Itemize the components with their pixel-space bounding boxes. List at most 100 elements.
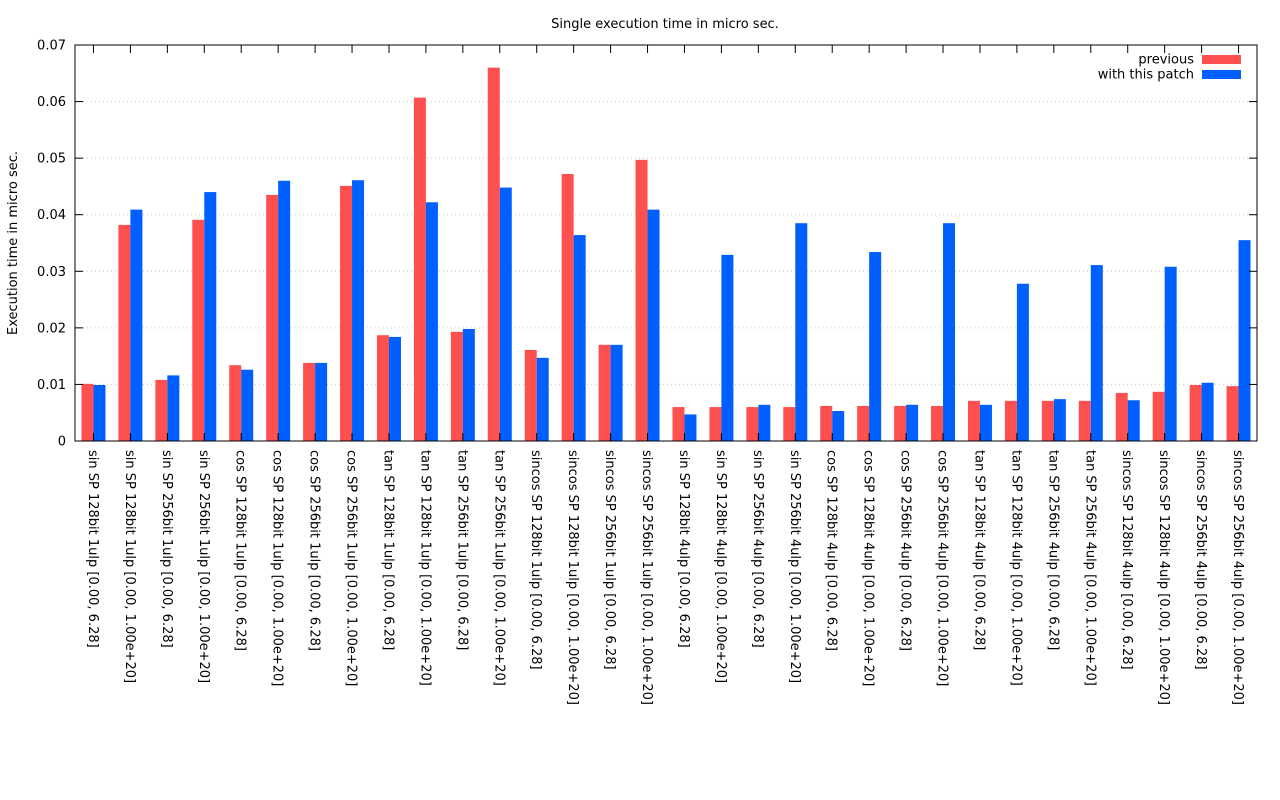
category-label: sincos SP 128bit 4ulp [0.00, 6.28] — [1119, 450, 1134, 670]
plot-frame — [74, 44, 1258, 442]
category-label: cos SP 128bit 4ulp [0.00, 1.00e+20] — [861, 450, 876, 686]
bar-with-this-patch — [721, 254, 734, 441]
category-label: sincos SP 128bit 1ulp [0.00, 1.00e+20] — [565, 450, 580, 705]
bar-previous — [118, 224, 131, 441]
bar-with-this-patch — [795, 223, 808, 441]
bar-with-this-patch — [869, 252, 882, 441]
bar-with-this-patch — [943, 223, 956, 441]
category-label: cos SP 128bit 1ulp [0.00, 1.00e+20] — [270, 450, 285, 686]
category-label: sin SP 128bit 4ulp [0.00, 1.00e+20] — [713, 450, 728, 683]
bar-previous — [1078, 400, 1091, 441]
bar-with-this-patch — [278, 180, 291, 441]
bar-with-this-patch — [1016, 283, 1029, 441]
bar-with-this-patch — [906, 404, 919, 441]
bar-with-this-patch — [1238, 240, 1251, 441]
bar-with-this-patch — [536, 357, 549, 441]
bar-with-this-patch — [979, 404, 992, 441]
bar-previous — [192, 219, 205, 441]
category-label: sincos SP 256bit 1ulp [0.00, 1.00e+20] — [639, 450, 654, 705]
category-label: cos SP 128bit 4ulp [0.00, 6.28] — [824, 450, 839, 651]
category-label: sin SP 256bit 1ulp [0.00, 1.00e+20] — [196, 450, 211, 683]
chart-title: Single execution time in micro sec. — [551, 17, 779, 32]
y-tick-label: 0.06 — [37, 95, 66, 110]
category-labels: sin SP 128bit 1ulp [0.00, 6.28] sin SP 12… — [85, 450, 1245, 705]
bar-previous — [303, 362, 316, 441]
category-label: tan SP 256bit 1ulp [0.00, 6.28] — [454, 450, 469, 650]
y-tick-label: 0.04 — [37, 208, 66, 223]
y-tick-label: 0.07 — [37, 39, 66, 54]
bar-previous — [931, 405, 944, 441]
category-label: sin SP 256bit 1ulp [0.00, 6.28] — [159, 450, 174, 648]
bar-previous — [1226, 386, 1239, 441]
bar-previous — [672, 407, 685, 441]
bar-with-this-patch — [832, 411, 845, 441]
bar-previous — [783, 407, 796, 441]
category-label: sin SP 256bit 4ulp [0.00, 6.28] — [750, 450, 765, 648]
y-tick-label: 0.05 — [37, 152, 66, 167]
bar-previous — [524, 349, 537, 441]
category-label: tan SP 256bit 1ulp [0.00, 1.00e+20] — [491, 450, 506, 686]
bar-previous — [266, 194, 279, 441]
grid-lines — [75, 101, 1257, 385]
bar-previous — [1041, 400, 1054, 441]
bar-with-this-patch — [684, 414, 697, 441]
bar-with-this-patch — [388, 336, 401, 441]
bar-previous — [820, 405, 833, 441]
bar-with-this-patch — [204, 192, 217, 441]
bar-previous — [894, 405, 907, 441]
category-label: cos SP 256bit 4ulp [0.00, 1.00e+20] — [935, 450, 950, 686]
legend-label: previous — [1138, 53, 1194, 68]
bar-previous — [376, 335, 389, 441]
category-label: cos SP 256bit 1ulp [0.00, 1.00e+20] — [344, 450, 359, 686]
category-label: tan SP 256bit 4ulp [0.00, 6.28] — [1045, 450, 1060, 650]
legend-swatch — [1202, 55, 1241, 64]
category-label: cos SP 128bit 1ulp [0.00, 6.28] — [233, 450, 248, 651]
bar-previous — [229, 365, 242, 441]
bar-with-this-patch — [647, 209, 660, 441]
bar-previous — [487, 67, 500, 441]
bar-previous — [81, 383, 94, 441]
category-label: sin SP 128bit 4ulp [0.00, 6.28] — [676, 450, 691, 648]
bar-previous — [1152, 391, 1165, 441]
bar-previous — [1004, 400, 1017, 441]
bars — [81, 67, 1251, 442]
category-label: sin SP 128bit 1ulp [0.00, 6.28] — [85, 450, 100, 648]
category-label: tan SP 128bit 4ulp [0.00, 1.00e+20] — [1008, 450, 1023, 686]
bar-with-this-patch — [425, 202, 438, 441]
bar-with-this-patch — [573, 235, 586, 441]
category-label: sincos SP 128bit 4ulp [0.00, 1.00e+20] — [1156, 450, 1171, 705]
bar-with-this-patch — [1201, 382, 1214, 441]
bar-with-this-patch — [315, 362, 328, 441]
category-label: sin SP 256bit 4ulp [0.00, 1.00e+20] — [787, 450, 802, 683]
bar-with-this-patch — [758, 404, 771, 441]
bar-previous — [746, 407, 759, 441]
bar-with-this-patch — [1127, 400, 1140, 441]
y-tick-label: 0.01 — [37, 378, 66, 393]
bar-with-this-patch — [167, 375, 180, 441]
bar-with-this-patch — [1090, 265, 1103, 441]
category-label: sincos SP 256bit 4ulp [0.00, 6.28] — [1193, 450, 1208, 670]
legend-label: with this patch — [1098, 68, 1194, 83]
legend-swatch — [1202, 70, 1241, 79]
bar-with-this-patch — [93, 384, 106, 441]
category-label: cos SP 256bit 4ulp [0.00, 6.28] — [898, 450, 913, 651]
bar-previous — [450, 331, 463, 441]
bar-with-this-patch — [610, 344, 623, 441]
bar-previous — [635, 159, 648, 441]
category-label: tan SP 128bit 1ulp [0.00, 6.28] — [380, 450, 395, 650]
bar-previous — [967, 400, 980, 441]
category-label: tan SP 128bit 4ulp [0.00, 6.28] — [971, 450, 986, 650]
bar-previous — [1189, 384, 1202, 441]
category-label: tan SP 256bit 4ulp [0.00, 1.00e+20] — [1082, 450, 1097, 686]
bar-previous — [340, 185, 353, 441]
bar-previous — [1115, 392, 1128, 441]
y-tick-label: 0.02 — [37, 321, 66, 336]
bar-previous — [598, 344, 611, 441]
y-tick-label: 0.03 — [37, 265, 66, 280]
bar-previous — [561, 173, 574, 442]
category-label: sin SP 128bit 1ulp [0.00, 1.00e+20] — [122, 450, 137, 683]
bar-previous — [857, 405, 870, 441]
category-label: tan SP 128bit 1ulp [0.00, 1.00e+20] — [417, 450, 432, 686]
